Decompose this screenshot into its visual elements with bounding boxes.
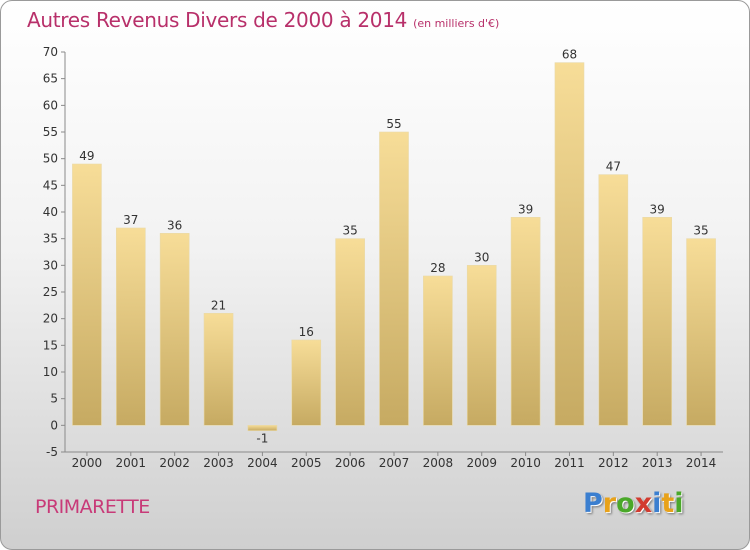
value-label-2007: 55 [386, 117, 401, 131]
value-label-2012: 47 [606, 160, 621, 174]
y-tick-label: 5 [50, 392, 58, 406]
axes: -5 0 5 10 15 20 25 30 35 40 45 50 55 60 65 70 2000 2001 20… [43, 45, 723, 470]
value-labels: 49 37 36 21 -1 16 35 55 28 30 39 68 47 39 35 [79, 48, 708, 446]
bar-2009[interactable] [466, 265, 497, 426]
logo-letter: x [634, 488, 653, 519]
bar-2010[interactable] [510, 217, 541, 426]
value-label-2001: 37 [123, 213, 138, 227]
y-tick-label: 55 [43, 125, 58, 139]
y-tick-label: 35 [43, 232, 58, 246]
x-tick-label: 2008 [423, 456, 454, 470]
bar-2012[interactable] [598, 174, 629, 426]
y-tick-label: 70 [43, 45, 58, 59]
y-tick-label: -5 [46, 445, 58, 459]
y-tick-label: 20 [43, 312, 58, 326]
value-label-2000: 49 [79, 149, 94, 163]
x-tick-label: 2011 [554, 456, 585, 470]
y-tick-label: 65 [43, 72, 58, 86]
bar-2007[interactable] [379, 131, 409, 426]
y-tick-label: 50 [43, 152, 58, 166]
y-tick-label: 0 [50, 418, 58, 432]
y-tick-label: 45 [43, 178, 58, 192]
value-label-2010: 39 [518, 202, 533, 216]
logo-letter: i [652, 488, 662, 519]
y-tick-label: 25 [43, 285, 58, 299]
bar-2004[interactable] [247, 425, 278, 431]
value-label-2002: 36 [167, 218, 182, 232]
y-tick-label: 40 [43, 205, 58, 219]
x-tick-label: 2009 [466, 456, 497, 470]
value-label-2011: 68 [562, 48, 577, 62]
bar-2005[interactable] [291, 339, 322, 426]
x-tick-label: 2010 [510, 456, 541, 470]
value-label-2006: 35 [342, 224, 357, 238]
x-tick-label: 2012 [598, 456, 629, 470]
logo-letter: t [661, 488, 675, 519]
bar-2001[interactable] [116, 227, 146, 426]
proxiti-logo[interactable]: Proxiti [583, 488, 684, 519]
y-tick-label: 15 [43, 338, 58, 352]
bar-2013[interactable] [642, 217, 673, 426]
bar-2003[interactable] [203, 313, 234, 426]
y-tick-label: 60 [43, 98, 58, 112]
x-tick-label: 2013 [642, 456, 673, 470]
bar-2008[interactable] [423, 275, 453, 426]
logo-letter: i [674, 488, 684, 519]
x-tick-label: 2002 [159, 456, 190, 470]
bar-2011[interactable] [554, 62, 585, 426]
value-label-2005: 16 [299, 325, 314, 339]
chart-title-row: Autres Revenus Divers de 2000 à 2014 (en … [27, 8, 499, 32]
x-tick-label: 2006 [335, 456, 366, 470]
bar-2006[interactable] [335, 238, 365, 426]
x-tick-label: 2001 [116, 456, 147, 470]
value-label-2003: 21 [211, 298, 226, 312]
value-label-2014: 35 [693, 224, 708, 238]
value-label-2004: -1 [256, 432, 268, 446]
x-tick-label: 2000 [72, 456, 103, 470]
value-label-2008: 28 [430, 261, 445, 275]
chart-title: Autres Revenus Divers de 2000 à 2014 [27, 8, 408, 32]
logo-letter: r [602, 488, 617, 519]
x-tick-label: 2003 [203, 456, 234, 470]
value-label-2013: 39 [650, 202, 665, 216]
commune-name: PRIMARETTE [35, 496, 150, 518]
logo-letter: P [583, 488, 603, 519]
y-tick-label: 10 [43, 365, 58, 379]
logo-letter: o [616, 488, 635, 519]
chart-subtitle: (en milliers d'€) [413, 17, 500, 30]
x-tick-label: 2004 [247, 456, 278, 470]
x-tick-label: 2007 [379, 456, 410, 470]
y-tick-label: 30 [43, 258, 58, 272]
bar-2014[interactable] [686, 238, 716, 426]
bar-2002[interactable] [159, 233, 190, 426]
value-label-2009: 30 [474, 250, 489, 264]
x-tick-label: 2005 [291, 456, 322, 470]
bars [72, 62, 716, 431]
bar-2000[interactable] [72, 163, 102, 426]
x-tick-label: 2014 [686, 456, 717, 470]
